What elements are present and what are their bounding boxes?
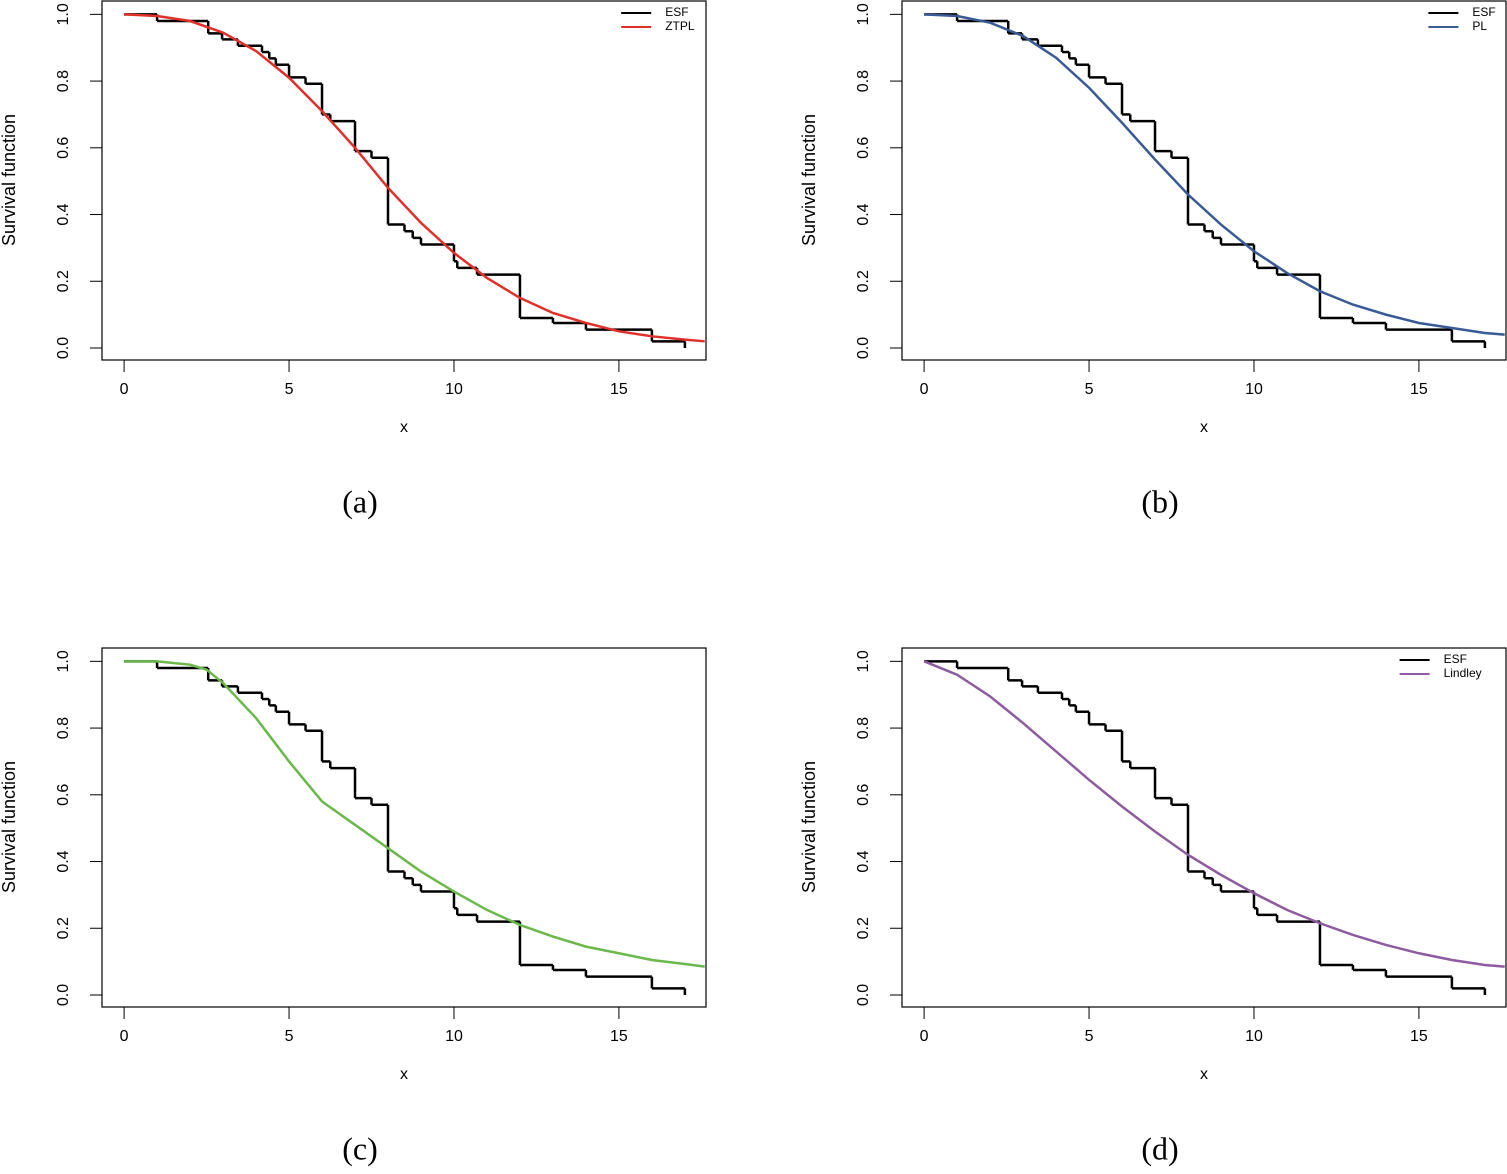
caption: (d) xyxy=(1141,1130,1178,1166)
legend-label: PL xyxy=(1472,19,1487,33)
x-tick-label: 15 xyxy=(610,1028,628,1045)
y-tick-label: 0.8 xyxy=(855,70,872,92)
y-tick-label: 1.0 xyxy=(855,650,872,672)
y-tick-label: 0.0 xyxy=(55,337,72,359)
x-tick-label: 5 xyxy=(1085,381,1094,398)
x-tick-label: 10 xyxy=(445,381,463,398)
x-tick-label: 15 xyxy=(1410,1028,1428,1045)
y-axis-label: Survival function xyxy=(0,114,19,246)
legend-label: ESF xyxy=(665,5,688,19)
curve xyxy=(924,13,1505,336)
x-axis-label: x xyxy=(1200,1066,1208,1083)
x-tick-label: 0 xyxy=(920,381,929,398)
y-tick-label: 1.0 xyxy=(855,3,872,25)
y-tick-label: 0.4 xyxy=(55,850,72,872)
y-tick-label: 0.2 xyxy=(855,270,872,292)
y-tick-label: 0.6 xyxy=(855,784,872,806)
x-tick-label: 5 xyxy=(285,381,294,398)
y-axis-label: Survival function xyxy=(0,761,19,893)
plot-box xyxy=(101,0,707,361)
x-tick-label: 0 xyxy=(120,381,129,398)
y-tick-label: 0.4 xyxy=(55,203,72,225)
x-axis-label: x xyxy=(400,419,408,436)
y-tick-label: 1.0 xyxy=(55,650,72,672)
x-axis-label: x xyxy=(1200,419,1208,436)
legend-label: ESF xyxy=(1444,652,1467,666)
x-tick-label: 0 xyxy=(120,1028,129,1045)
x-tick-label: 10 xyxy=(1245,381,1263,398)
x-tick-label: 0 xyxy=(920,1028,929,1045)
y-tick-label: 0.8 xyxy=(55,717,72,739)
legend-label: ESF xyxy=(1472,5,1495,19)
x-tick-label: 10 xyxy=(445,1028,463,1045)
caption: (b) xyxy=(1141,483,1178,519)
curve xyxy=(124,13,705,343)
y-axis-label: Survival function xyxy=(799,761,819,893)
x-tick-label: 15 xyxy=(1410,381,1428,398)
x-axis-label: x xyxy=(400,1066,408,1083)
y-tick-label: 0.6 xyxy=(55,137,72,159)
legend-label: ZTPL xyxy=(665,19,695,33)
caption: (c) xyxy=(342,1130,378,1166)
y-tick-label: 0.0 xyxy=(855,337,872,359)
caption: (a) xyxy=(342,483,378,519)
y-tick-label: 1.0 xyxy=(55,3,72,25)
y-axis-label: Survival function xyxy=(799,114,819,246)
y-tick-label: 0.4 xyxy=(855,850,872,872)
x-tick-label: 15 xyxy=(610,381,628,398)
y-tick-label: 0.0 xyxy=(55,984,72,1006)
y-tick-label: 0.2 xyxy=(855,917,872,939)
y-tick-label: 0.8 xyxy=(55,70,72,92)
curve xyxy=(923,660,1505,968)
y-tick-label: 0.2 xyxy=(55,270,72,292)
x-tick-label: 5 xyxy=(285,1028,294,1045)
y-tick-label: 0.8 xyxy=(855,717,872,739)
x-tick-label: 5 xyxy=(1085,1028,1094,1045)
y-tick-label: 0.2 xyxy=(55,917,72,939)
y-tick-label: 0.0 xyxy=(855,984,872,1006)
plot-box xyxy=(901,0,1507,361)
y-tick-label: 0.6 xyxy=(855,137,872,159)
y-tick-label: 0.6 xyxy=(55,784,72,806)
legend-label: Lindley xyxy=(1444,666,1482,680)
curve xyxy=(124,660,705,968)
y-tick-label: 0.4 xyxy=(855,203,872,225)
x-tick-label: 10 xyxy=(1245,1028,1263,1045)
